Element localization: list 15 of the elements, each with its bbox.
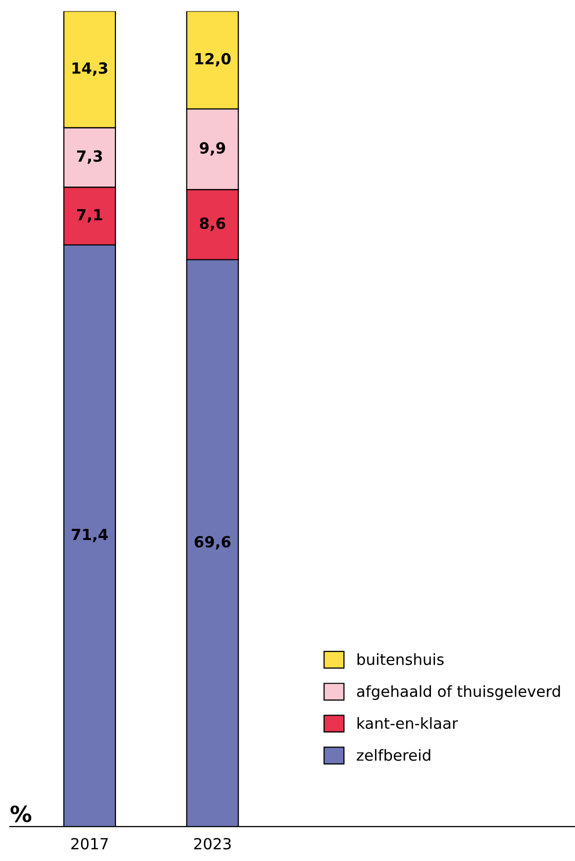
legend-label: afgehaald of thuisgeleverd <box>357 685 560 700</box>
legend-label: kant-en-klaar <box>358 717 458 729</box>
x-tick-label: 2023 <box>194 838 231 850</box>
data-label: 69,6 <box>194 536 231 550</box>
data-label: 12,0 <box>195 52 231 66</box>
x-tick-label: 2017 <box>71 838 108 850</box>
data-label: 14,3 <box>72 62 108 76</box>
data-label: 9,9 <box>200 142 226 156</box>
legend-label: zelfbereid <box>356 749 430 761</box>
data-label: 71,4 <box>72 528 108 542</box>
data-label: 8,6 <box>200 217 226 231</box>
data-label: 7,3 <box>77 150 102 164</box>
data-label: 7,1 <box>77 209 102 222</box>
legend-label: buitenshuis <box>358 653 444 666</box>
y-axis-title: % <box>10 805 32 822</box>
